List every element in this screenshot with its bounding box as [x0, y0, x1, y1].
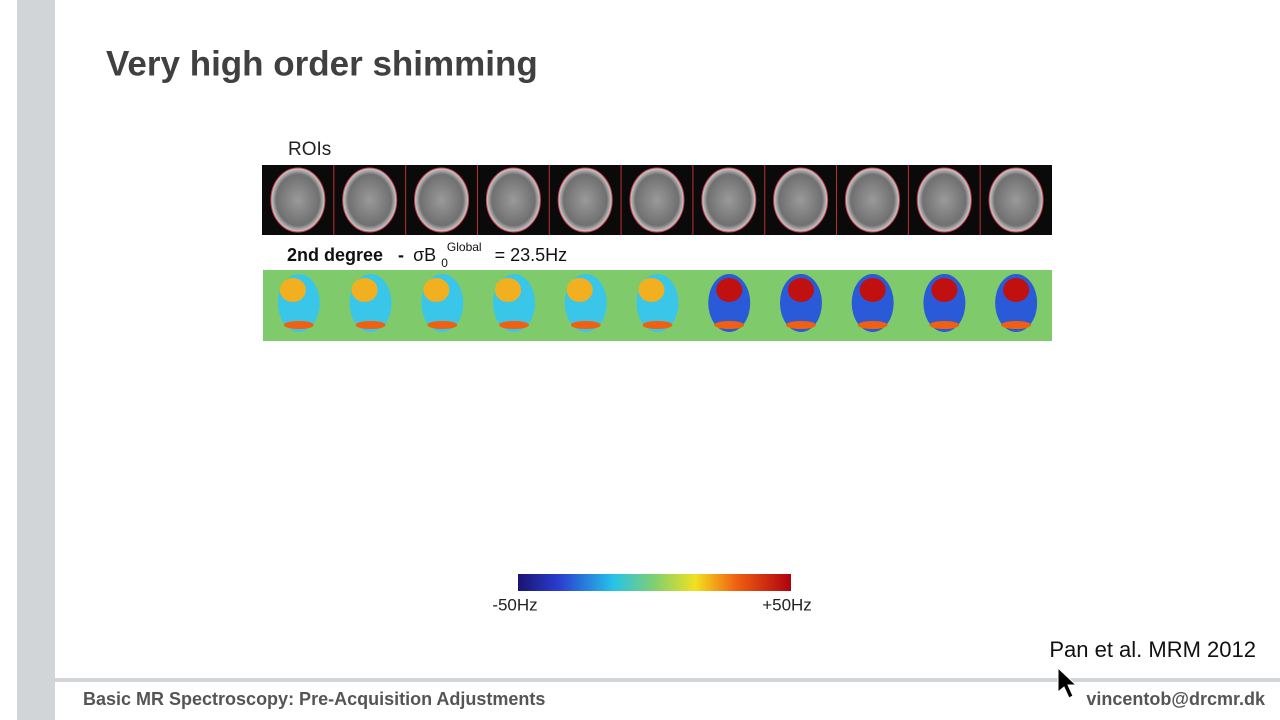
map-back	[570, 321, 601, 329]
footer-rule	[55, 678, 1280, 682]
roi-images	[270, 165, 1044, 235]
map-back	[355, 321, 386, 329]
slide-title: Very high order shimming	[106, 44, 538, 83]
symbol: σB	[413, 245, 436, 265]
map-front	[787, 278, 814, 302]
fit-label: 2nd degree - σB 0 Global = 23.5Hz	[287, 237, 567, 273]
map-back	[499, 321, 530, 329]
map-back	[642, 321, 673, 329]
roi-brain	[629, 167, 685, 233]
map-front	[566, 278, 593, 302]
fieldmaps	[277, 274, 1038, 332]
colorbar	[518, 574, 791, 591]
roi-brain	[342, 167, 398, 233]
value: = 23.5Hz	[495, 245, 568, 265]
map-back	[714, 321, 745, 329]
map-front	[423, 278, 450, 302]
roi-brain	[414, 167, 470, 233]
footer-right: vincentob@drcmr.dk	[1086, 689, 1266, 709]
colorbar-min: -50Hz	[492, 595, 537, 614]
roi-brain	[844, 167, 900, 233]
map-back	[1001, 321, 1032, 329]
map-back	[785, 321, 816, 329]
map-back	[929, 321, 960, 329]
map-front	[716, 278, 743, 302]
map-front	[638, 278, 665, 302]
map-front	[351, 278, 378, 302]
colorbar-max: +50Hz	[762, 595, 812, 614]
roi-brain	[485, 167, 541, 233]
roi-brain	[916, 167, 972, 233]
citation: Pan et al. MRM 2012	[1049, 637, 1256, 662]
map-back	[857, 321, 888, 329]
roi-brain	[557, 167, 613, 233]
map-front	[279, 278, 306, 302]
roi-brain	[773, 167, 829, 233]
map-front	[495, 278, 522, 302]
degree: 2nd degree	[287, 245, 383, 265]
subscript: 0	[441, 256, 448, 270]
separator: -	[398, 245, 404, 265]
footer-left: Basic MR Spectroscopy: Pre-Acquisition A…	[83, 689, 545, 709]
map-back	[283, 321, 314, 329]
mouse-cursor	[1057, 666, 1078, 699]
map-front	[859, 278, 886, 302]
roi-brain	[270, 167, 326, 233]
roi-label: ROIs	[288, 139, 331, 160]
map-front	[1003, 278, 1030, 302]
map-back	[427, 321, 458, 329]
roi-brain	[988, 167, 1044, 233]
map-front	[931, 278, 958, 302]
roi-brain	[701, 167, 757, 233]
superscript: Global	[447, 240, 482, 254]
side-bar	[17, 0, 55, 720]
